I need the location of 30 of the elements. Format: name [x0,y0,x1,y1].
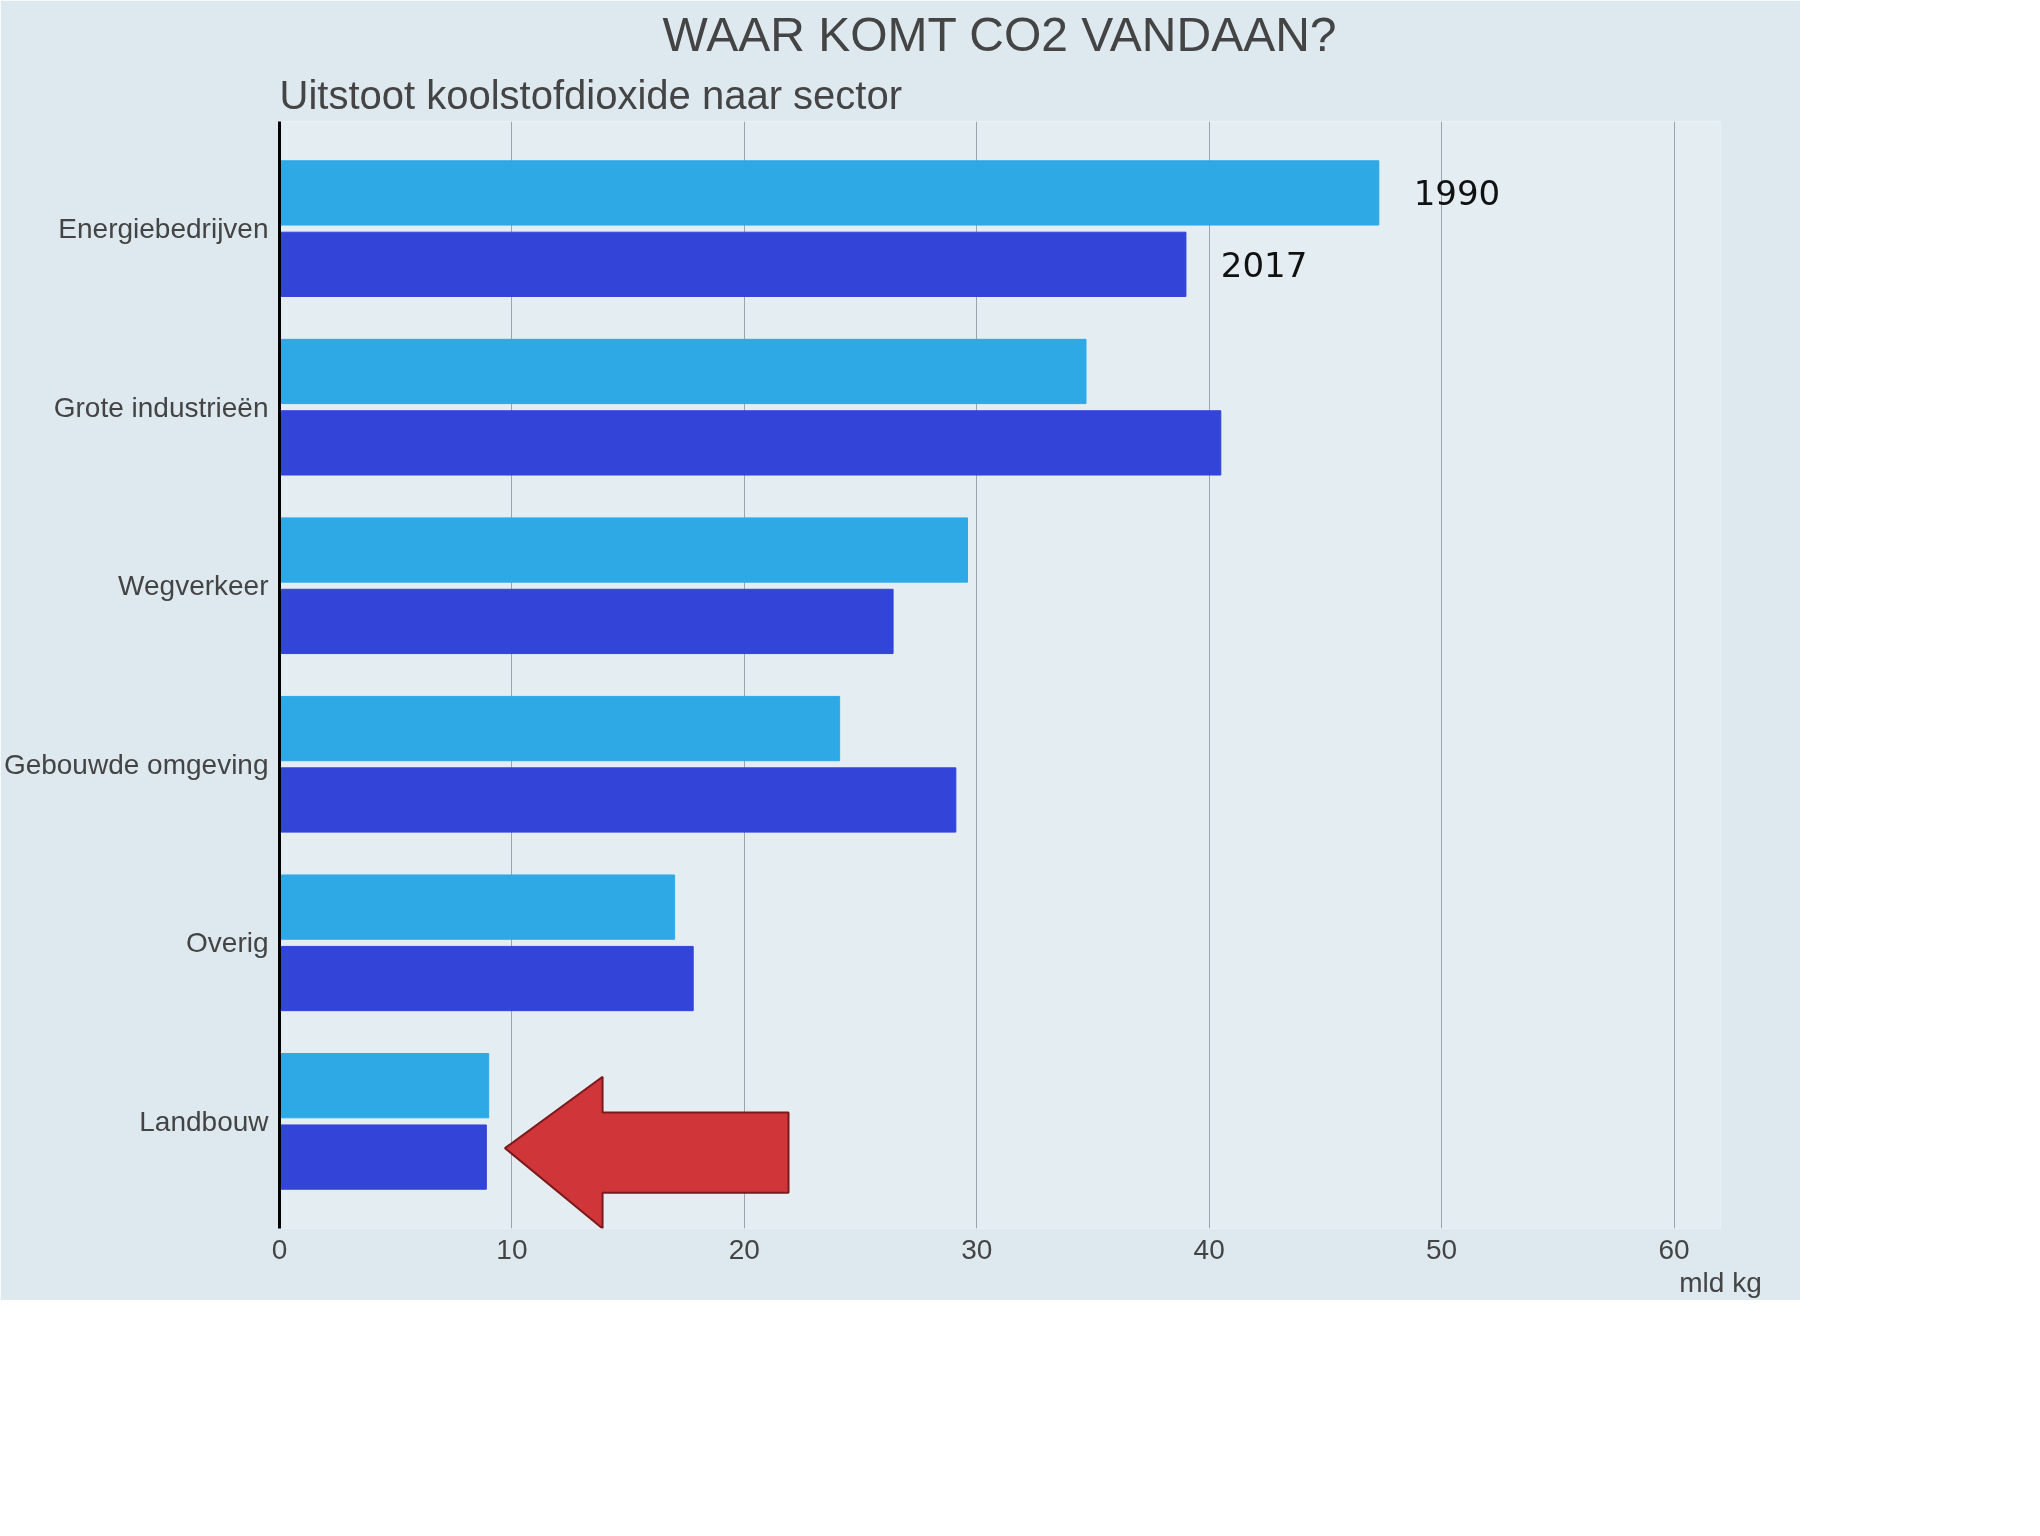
y-tick-label: Wegverkeer [118,570,269,602]
bar [279,338,1087,405]
bar [279,231,1187,297]
chart-title: WAAR KOMT CO2 VANDAAN? [662,7,1337,61]
y-tick-label: Energiebedrijven [58,213,269,245]
y-tick-label: Overig [186,927,269,959]
bar [279,1053,490,1119]
bar [279,517,968,583]
bar [279,588,894,655]
bar [279,695,841,762]
bar [279,874,676,940]
series-label: 1990 [1413,173,1501,214]
x-tick-label: 10 [496,1233,528,1265]
x-tick-label: 20 [728,1233,760,1265]
x-tick-label: 30 [961,1233,993,1265]
y-tick-label: Grote industrieën [53,391,269,423]
bar [279,160,1380,226]
chart-subtitle: Uitstoot koolstofdioxide naar sector [279,72,903,117]
x-tick-label: 50 [1426,1233,1458,1265]
x-tick-label: 40 [1193,1233,1225,1265]
y-tick-label: Landbouw [139,1105,270,1137]
x-axis-title: mld kg [1679,1266,1762,1298]
y-tick-label: Gebouwde omgeving [3,748,269,780]
bar [279,410,1222,476]
bar [279,1124,487,1190]
bar [279,945,694,1012]
x-tick-label: 0 [271,1233,288,1265]
series-label: 2017 [1220,244,1308,285]
x-tick-label: 60 [1658,1233,1690,1265]
bar [279,767,957,833]
